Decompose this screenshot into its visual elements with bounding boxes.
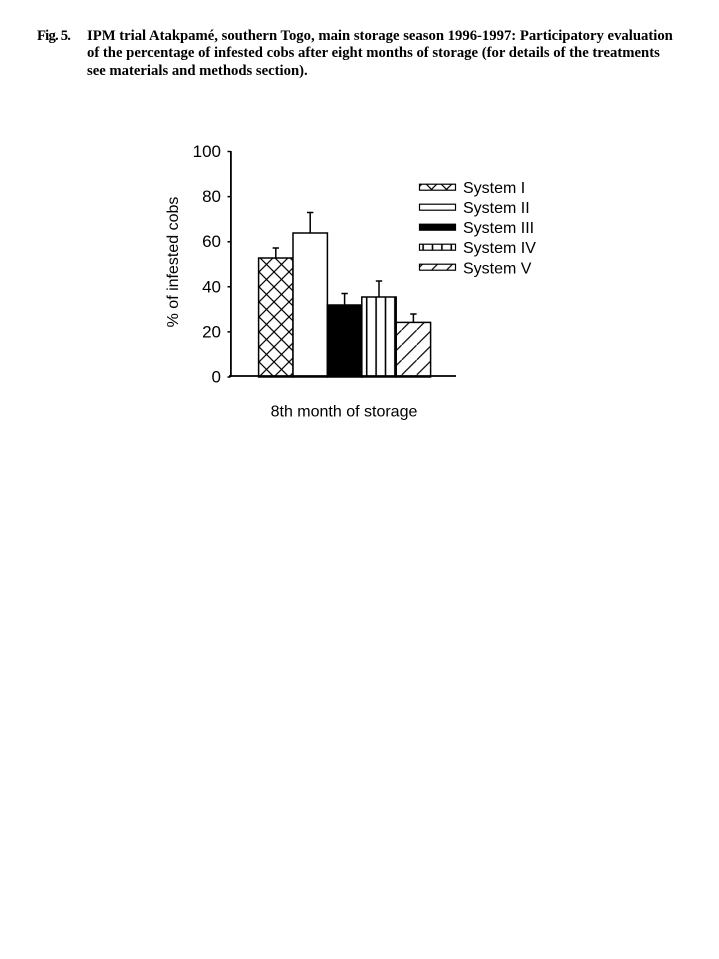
- svg-text:60: 60: [202, 232, 221, 251]
- svg-text:System II: System II: [463, 200, 530, 217]
- svg-text:% of infested cobs: % of infested cobs: [165, 197, 182, 328]
- svg-text:System I: System I: [463, 180, 525, 197]
- svg-text:System V: System V: [463, 260, 532, 277]
- svg-text:100: 100: [193, 142, 221, 161]
- svg-text:80: 80: [202, 187, 221, 206]
- svg-text:System IV: System IV: [463, 240, 536, 257]
- svg-text:40: 40: [202, 277, 221, 296]
- svg-text:8th month of storage: 8th month of storage: [271, 403, 418, 420]
- svg-text:0: 0: [212, 368, 221, 387]
- svg-text:System III: System III: [463, 220, 534, 237]
- svg-text:20: 20: [202, 322, 221, 341]
